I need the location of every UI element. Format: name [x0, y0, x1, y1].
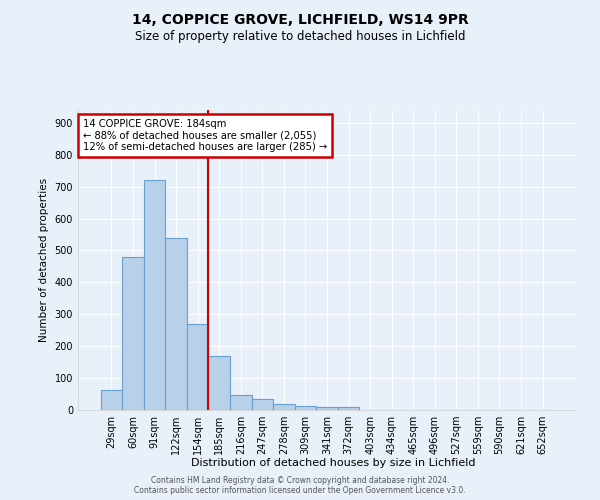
Bar [295, 406, 316, 410]
Text: Distribution of detached houses by size in Lichfield: Distribution of detached houses by size … [191, 458, 475, 468]
Bar [122, 257, 144, 410]
Text: Contains HM Land Registry data © Crown copyright and database right 2024.: Contains HM Land Registry data © Crown c… [151, 476, 449, 485]
Bar [166, 238, 187, 410]
Text: 14, COPPICE GROVE, LICHFIELD, WS14 9PR: 14, COPPICE GROVE, LICHFIELD, WS14 9PR [131, 12, 469, 26]
Bar [316, 407, 338, 410]
Text: Contains public sector information licensed under the Open Government Licence v3: Contains public sector information licen… [134, 486, 466, 495]
Bar [273, 404, 295, 410]
Bar [144, 180, 166, 410]
Text: Size of property relative to detached houses in Lichfield: Size of property relative to detached ho… [135, 30, 465, 43]
Bar [101, 390, 122, 410]
Bar [338, 407, 359, 410]
Bar [208, 356, 230, 410]
Bar [230, 394, 251, 410]
Y-axis label: Number of detached properties: Number of detached properties [39, 178, 49, 342]
Bar [187, 324, 208, 410]
Bar [251, 399, 273, 410]
Text: 14 COPPICE GROVE: 184sqm
← 88% of detached houses are smaller (2,055)
12% of sem: 14 COPPICE GROVE: 184sqm ← 88% of detach… [83, 119, 327, 152]
